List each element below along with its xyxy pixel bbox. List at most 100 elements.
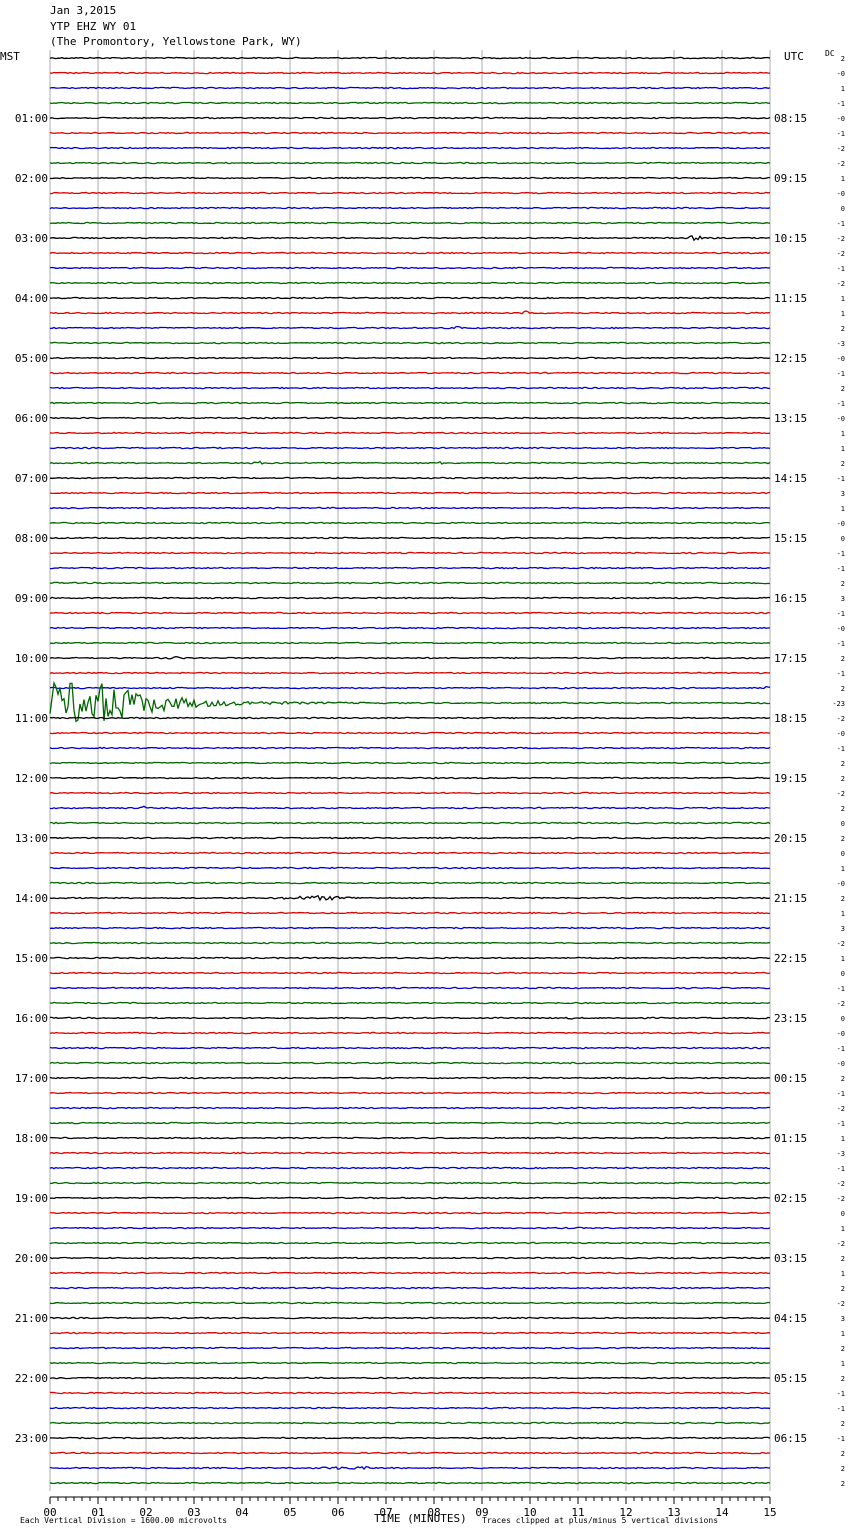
dc-offset-label: -2 — [837, 280, 845, 288]
x-tick-label: 10 — [523, 1506, 536, 1519]
trace-9 — [49, 191, 771, 195]
trace-45 — [49, 731, 771, 735]
dc-offset-label: -1 — [837, 670, 845, 678]
dc-offset-label: -1 — [837, 1045, 845, 1053]
dc-offset-label: -1 — [837, 1405, 845, 1413]
mst-label: MST — [0, 50, 20, 63]
utc-hour-label: 23:15 — [774, 1012, 807, 1025]
trace-14 — [49, 266, 771, 270]
trace-71 — [49, 1121, 771, 1125]
dc-offset-label: 2 — [841, 1480, 845, 1488]
utc-hour-label: 10:15 — [774, 232, 807, 245]
dc-offset-label: -0 — [837, 70, 845, 78]
dc-offset-label: -1 — [837, 1165, 845, 1173]
utc-hour-label: 05:15 — [774, 1372, 807, 1385]
dc-offset-label: 0 — [841, 1210, 845, 1218]
utc-hour-labels: 08:15 09:15 10:15 11:15 12:15 13:15 14:15 15:15… — [774, 112, 807, 1445]
utc-hour-label: 00:15 — [774, 1072, 807, 1085]
x-tick-label: 05 — [283, 1506, 296, 1519]
dc-offset-label: 3 — [841, 490, 845, 498]
trace-57 — [49, 911, 770, 915]
trace-59 — [49, 941, 771, 945]
dc-offset-label: -1 — [837, 745, 845, 753]
trace-28 — [49, 476, 771, 480]
trace-80 — [49, 1256, 771, 1260]
trace-67 — [49, 1061, 771, 1065]
mst-hour-label: 01:00 — [15, 112, 48, 125]
dc-offset-label: -2 — [837, 160, 845, 168]
x-tick-label: 01 — [91, 1506, 104, 1519]
dc-offset-label: -2 — [837, 1300, 845, 1308]
mst-hour-label: 05:00 — [15, 352, 48, 365]
mst-hour-label: 17:00 — [15, 1072, 48, 1085]
trace-58 — [49, 926, 771, 930]
trace-93 — [49, 1451, 771, 1455]
trace-89 — [49, 1391, 771, 1395]
dc-offset-label: -1 — [837, 1390, 845, 1398]
utc-hour-label: 01:15 — [774, 1132, 807, 1145]
x-tick-label: 04 — [235, 1506, 249, 1519]
mst-hour-label: 14:00 — [15, 892, 48, 905]
dc-offset-label: 2 — [841, 760, 845, 768]
trace-82 — [49, 1286, 771, 1290]
x-axis-title: TIME (MINUTES) — [374, 1512, 467, 1525]
utc-hour-label: 08:15 — [774, 112, 807, 125]
trace-68 — [49, 1076, 771, 1080]
trace-81 — [49, 1271, 771, 1275]
trace-10 — [49, 206, 771, 210]
dc-offset-label: 0 — [841, 1015, 845, 1023]
dc-offset-label: 2 — [841, 835, 845, 843]
trace-25 — [49, 431, 771, 435]
dc-offset-label: 0 — [841, 970, 845, 978]
trace-95 — [49, 1481, 771, 1485]
trace-88 — [49, 1376, 770, 1380]
x-tick-label: 13 — [667, 1506, 680, 1519]
dc-offset-label: 0 — [841, 850, 845, 858]
trace-52 — [49, 836, 771, 840]
utc-label: UTC — [784, 50, 804, 63]
x-tick-label: 14 — [715, 1506, 729, 1519]
trace-39 — [49, 641, 771, 645]
x-tick-label: 00 — [43, 1506, 56, 1519]
trace-66 — [49, 1046, 771, 1050]
utc-hour-label: 13:15 — [774, 412, 807, 425]
x-tick-label: 06 — [331, 1506, 344, 1519]
dc-offset-label: -3 — [837, 1150, 845, 1158]
mst-hour-label: 03:00 — [15, 232, 48, 245]
dc-offset-label: 1 — [841, 865, 845, 873]
dc-offset-label: 2 — [841, 1465, 845, 1473]
trace-4 — [49, 116, 771, 120]
trace-17 — [49, 310, 771, 315]
dc-offset-label: 2 — [841, 1450, 845, 1458]
mst-hour-label: 13:00 — [15, 832, 48, 845]
location-title: (The Promontory, Yellowstone Park, WY) — [50, 35, 302, 48]
dc-offset-label: -2 — [837, 715, 845, 723]
dc-offset-label: 1 — [841, 310, 845, 318]
dc-offset-label: 2 — [841, 775, 845, 783]
trace-69 — [49, 1091, 771, 1095]
dc-offset-label: -2 — [837, 790, 845, 798]
utc-hour-label: 11:15 — [774, 292, 807, 305]
mst-hour-label: 04:00 — [15, 292, 48, 305]
x-tick-label: 12 — [619, 1506, 632, 1519]
dc-offset-label: 1 — [841, 1330, 845, 1338]
x-tick-label: 11 — [571, 1506, 584, 1519]
dc-offset-label: 1 — [841, 1270, 845, 1278]
mst-hour-label: 21:00 — [15, 1312, 48, 1325]
dc-offset-label: -2 — [837, 235, 845, 243]
utc-hour-label: 04:15 — [774, 1312, 807, 1325]
trace-63 — [49, 1001, 771, 1005]
minute-gridlines — [49, 50, 771, 1491]
trace-54 — [50, 866, 770, 870]
dc-offset-label: -1 — [837, 265, 845, 273]
dc-offset-label: -1 — [837, 370, 845, 378]
dc-offset-label: -0 — [837, 1060, 845, 1068]
utc-hour-label: 19:15 — [774, 772, 807, 785]
mst-hour-label: 07:00 — [15, 472, 48, 485]
trace-50 — [49, 805, 771, 810]
trace-55 — [49, 881, 771, 885]
trace-74 — [49, 1166, 771, 1170]
mst-hour-label: 02:00 — [15, 172, 48, 185]
dc-offset-label: 2 — [841, 460, 845, 468]
